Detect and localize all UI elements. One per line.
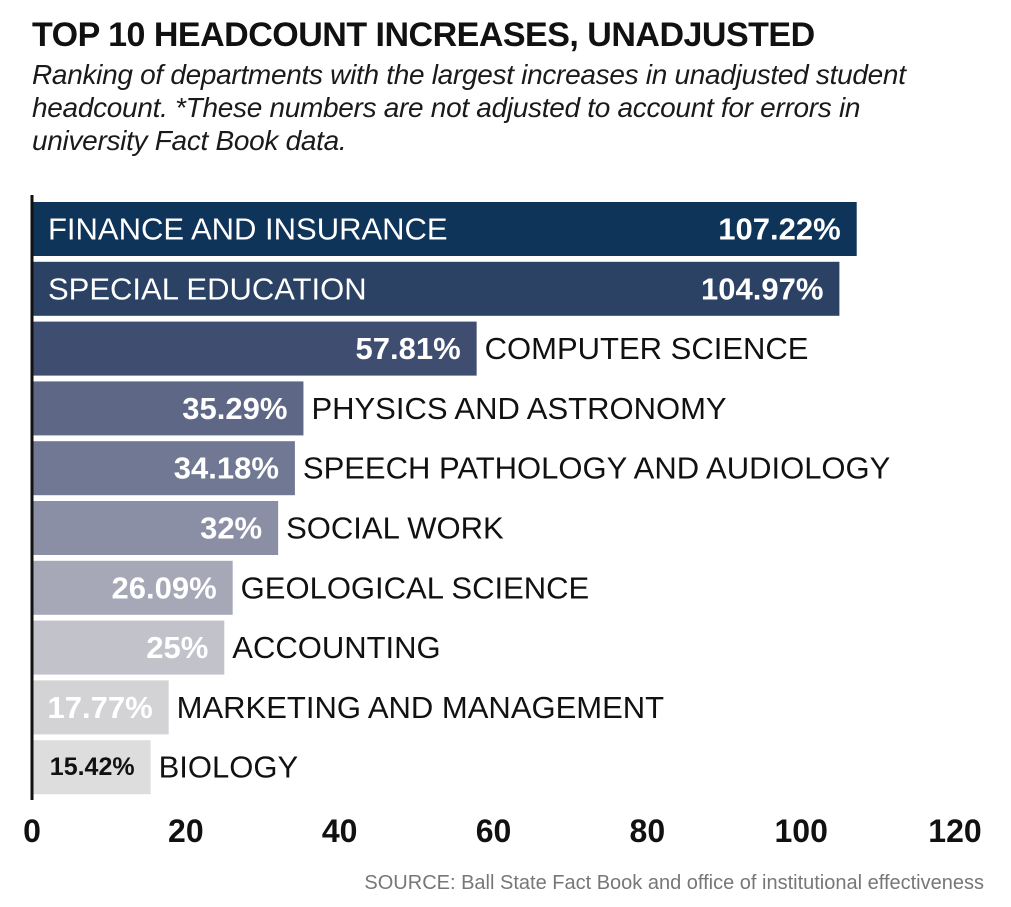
bar-value-label: 17.77% bbox=[48, 690, 153, 725]
x-tick-label: 80 bbox=[630, 813, 666, 849]
bar bbox=[32, 501, 279, 555]
x-tick-label: 120 bbox=[928, 813, 981, 849]
bar-value-label: 107.22% bbox=[718, 212, 840, 247]
bar bbox=[32, 321, 477, 376]
bar bbox=[32, 740, 151, 795]
bar-chart: 107.22% FINANCE AND INSURANCE 104.97% SPECI… bbox=[23, 195, 982, 849]
bar-value-label: 34.18% bbox=[174, 451, 279, 486]
x-tick-label: 100 bbox=[774, 813, 827, 849]
bar-category-label: SPECIAL EDUCATION bbox=[48, 271, 367, 306]
x-tick-label: 0 bbox=[23, 813, 41, 849]
bar-category-label: ACCOUNTING bbox=[232, 630, 440, 665]
chart-subtitle: Ranking of departments with the largest … bbox=[32, 59, 906, 156]
bar-value-label: 26.09% bbox=[112, 570, 217, 605]
bar-category-label: SOCIAL WORK bbox=[286, 511, 504, 546]
bar-category-label: BIOLOGY bbox=[159, 750, 299, 785]
bar bbox=[32, 680, 169, 735]
source-note: SOURCE: Ball State Fact Book and office … bbox=[364, 872, 984, 894]
bar-category-label: COMPUTER SCIENCE bbox=[485, 331, 809, 366]
bar bbox=[32, 620, 225, 675]
bar-category-label: GEOLOGICAL SCIENCE bbox=[241, 570, 590, 605]
bar-value-label: 25% bbox=[146, 630, 208, 665]
bar-value-label: 57.81% bbox=[356, 331, 461, 366]
bar-category-label: PHYSICS AND ASTRONOMY bbox=[311, 391, 726, 426]
bar bbox=[32, 261, 840, 316]
x-tick-label: 20 bbox=[168, 813, 204, 849]
bar bbox=[32, 441, 295, 496]
bar bbox=[32, 560, 233, 615]
x-tick-label: 40 bbox=[322, 813, 358, 849]
bar-value-label: 104.97% bbox=[701, 271, 823, 306]
bar-value-label: 32% bbox=[200, 511, 262, 546]
bar-value-label: 35.29% bbox=[182, 391, 287, 426]
bar bbox=[32, 381, 304, 436]
bar-category-label: MARKETING AND MANAGEMENT bbox=[177, 690, 664, 725]
bar-category-label: FINANCE AND INSURANCE bbox=[48, 212, 448, 247]
x-tick-label: 60 bbox=[476, 813, 512, 849]
bar-value-label: 15.42% bbox=[50, 753, 135, 781]
bar-category-label: SPEECH PATHOLOGY AND AUDIOLOGY bbox=[303, 451, 890, 486]
chart-title: TOP 10 HEADCOUNT INCREASES, UNADJUSTED bbox=[32, 16, 815, 54]
bar bbox=[32, 202, 857, 256]
